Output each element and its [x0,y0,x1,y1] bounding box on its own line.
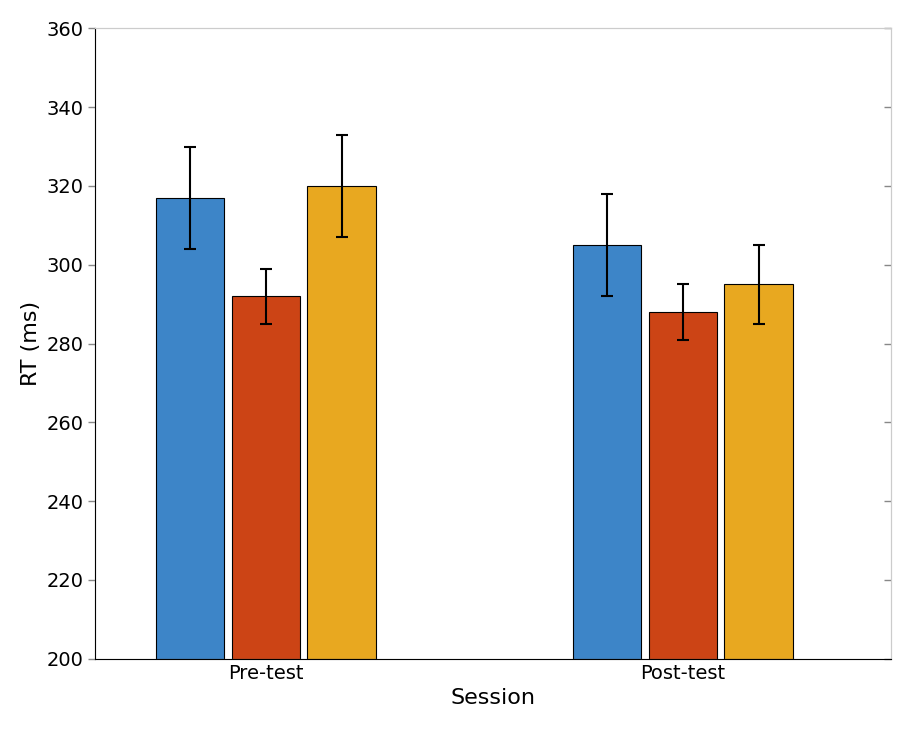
Bar [648,312,716,659]
Bar [572,245,640,659]
Bar [231,296,300,659]
X-axis label: Session: Session [450,688,535,708]
Bar [723,284,792,659]
Y-axis label: RT (ms): RT (ms) [21,301,41,386]
Bar [156,198,224,659]
Bar [307,186,375,659]
